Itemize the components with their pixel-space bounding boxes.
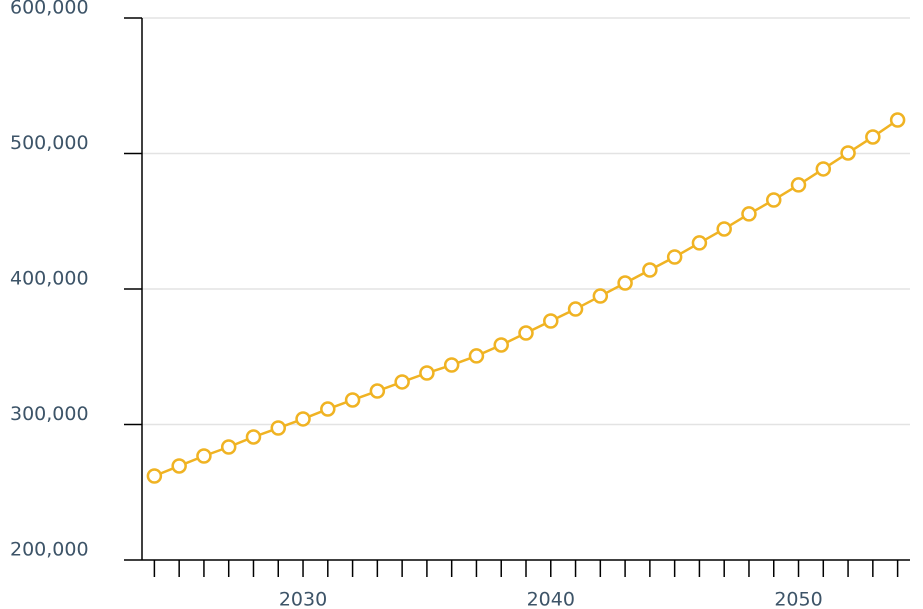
- data-point: [666, 249, 683, 265]
- data-point: [642, 262, 658, 278]
- data-point: [592, 288, 609, 304]
- data-point: [617, 275, 633, 291]
- data-point: [270, 420, 287, 436]
- y-tick-label: 400,000: [10, 268, 89, 290]
- data-point: [865, 129, 881, 145]
- data-point: [741, 206, 757, 222]
- data-point: [567, 301, 584, 317]
- data-point: [295, 411, 311, 427]
- data-point: [220, 439, 237, 455]
- data-point: [889, 112, 906, 128]
- data-point: [171, 458, 187, 474]
- data-point: [196, 448, 212, 464]
- data-point: [543, 313, 559, 329]
- y-tick-label: 500,000: [10, 132, 89, 154]
- data-point: [765, 192, 782, 208]
- series-line: [153, 118, 899, 478]
- data-point: [468, 348, 485, 364]
- data-point: [344, 392, 361, 408]
- data-point: [320, 401, 336, 417]
- data-point: [245, 429, 262, 445]
- data-point: [493, 337, 509, 353]
- data-point: [419, 365, 435, 381]
- data-point: [369, 383, 386, 399]
- data-point: [716, 221, 732, 237]
- data-point: [815, 161, 832, 177]
- x-tick-label: 2030: [279, 589, 327, 609]
- data-point: [146, 468, 163, 484]
- data-point: [518, 325, 534, 341]
- x-tick-label: 2050: [774, 589, 822, 609]
- x-tick-label: 2040: [527, 589, 575, 609]
- y-tick-label: 200,000: [10, 539, 89, 561]
- data-point: [790, 177, 807, 193]
- data-point: [840, 145, 856, 161]
- data-point: [691, 235, 708, 251]
- data-point: [443, 357, 460, 373]
- y-tick-label: 600,000: [10, 0, 89, 19]
- y-tick-label: 300,000: [10, 403, 89, 425]
- data-point: [394, 374, 410, 390]
